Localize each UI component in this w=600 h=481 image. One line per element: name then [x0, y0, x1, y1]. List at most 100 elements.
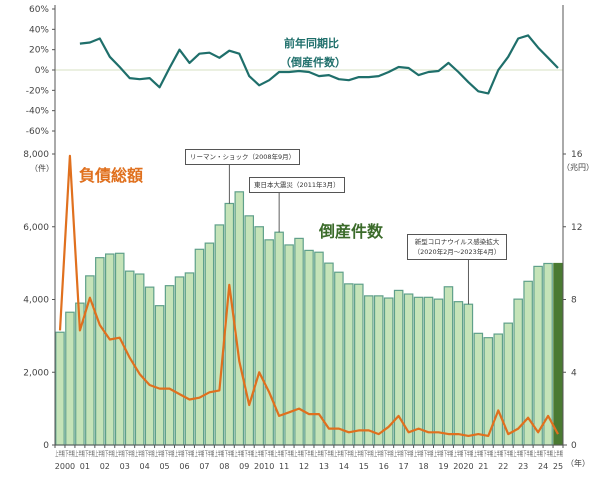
svg-text:18: 18 [418, 462, 428, 471]
x-axis-unit: （年） [566, 459, 590, 468]
bar [453, 301, 464, 446]
bar [354, 283, 364, 446]
bar [553, 262, 563, 446]
bar [324, 262, 334, 446]
count-legend-label: 倒産件数 [319, 222, 384, 241]
bar [95, 257, 105, 446]
svg-text:下半期: 下半期 [304, 449, 314, 458]
bar-series-bankruptcy-count [55, 191, 563, 446]
bar [413, 296, 424, 446]
bar [154, 305, 165, 446]
bar [254, 226, 264, 446]
svg-text:0%: 0% [35, 66, 50, 76]
svg-text:23: 23 [518, 462, 528, 471]
svg-text:上半期: 上半期 [294, 449, 304, 458]
svg-text:下半期: 下半期 [185, 449, 195, 458]
svg-text:下半期: 下半期 [284, 449, 294, 458]
svg-text:下半期: 下半期 [384, 449, 394, 458]
svg-text:6,000: 6,000 [23, 223, 49, 233]
debt-line [58, 154, 559, 437]
left-axis-unit: （件） [30, 164, 54, 173]
svg-text:4,000: 4,000 [23, 296, 49, 306]
svg-text:上半期: 上半期 [513, 449, 523, 458]
svg-text:下半期: 下半期 [484, 449, 494, 458]
bar [274, 231, 284, 446]
svg-text:09: 09 [239, 462, 249, 471]
svg-text:上半期: 上半期 [215, 449, 225, 458]
yoy-title: 前年同期比 [284, 37, 339, 50]
svg-text:下半期: 下半期 [244, 449, 254, 458]
axes: 60% 40% 20% 0% -20% -40% -60% 8,000 6,000 4,000 2,… [23, 5, 583, 471]
svg-text:2020: 2020 [453, 462, 473, 471]
svg-text:03: 03 [120, 462, 130, 471]
svg-text:上半期: 上半期 [75, 449, 85, 458]
bar [304, 249, 314, 446]
svg-text:-40%: -40% [26, 107, 50, 117]
svg-text:16: 16 [571, 150, 583, 160]
bar [134, 273, 145, 446]
bar [194, 248, 205, 446]
svg-text:下半期: 下半期 [444, 449, 454, 458]
bar [174, 276, 185, 446]
svg-text:上半期: 上半期 [195, 449, 205, 458]
svg-text:上半期: 上半期 [494, 449, 504, 458]
bar [104, 253, 115, 446]
svg-text:下半期: 下半期 [225, 449, 235, 458]
svg-text:19: 19 [438, 462, 448, 471]
svg-text:下半期: 下半期 [543, 449, 553, 458]
svg-text:下半期: 下半期 [404, 449, 414, 458]
bar [264, 239, 274, 446]
svg-text:24: 24 [538, 462, 548, 471]
svg-text:21: 21 [478, 462, 488, 471]
annotation-covid-line1: 新型コロナウイルス感染拡大 [414, 238, 500, 246]
bar [114, 252, 125, 446]
svg-text:上半期: 上半期 [115, 449, 125, 458]
svg-text:17: 17 [399, 462, 409, 471]
bar [423, 296, 434, 446]
svg-text:上半期: 上半期 [474, 449, 484, 458]
svg-text:下半期: 下半期 [205, 449, 215, 458]
svg-text:上半期: 上半期 [553, 449, 563, 458]
bar [244, 215, 255, 446]
svg-text:20%: 20% [29, 46, 49, 56]
svg-text:上半期: 上半期 [434, 449, 444, 458]
bar [344, 283, 354, 446]
svg-text:06: 06 [179, 462, 189, 471]
yoy-subtitle: （倒産件数） [280, 56, 346, 69]
bar [463, 303, 474, 446]
svg-text:下半期: 下半期 [125, 449, 135, 458]
bar [373, 295, 384, 446]
bar [65, 311, 75, 446]
annotation-great-east-japan-earthquake: 東日本大震災（2011年3月） [249, 177, 345, 193]
svg-text:上半期: 上半期 [175, 449, 185, 458]
svg-text:下半期: 下半期 [464, 449, 474, 458]
svg-text:02: 02 [100, 462, 110, 471]
svg-text:2010: 2010 [254, 462, 274, 471]
svg-text:下半期: 下半期 [165, 449, 175, 458]
svg-text:上半期: 上半期 [235, 449, 245, 458]
bar [144, 286, 155, 446]
bar [164, 285, 175, 446]
bar [493, 333, 504, 446]
svg-text:12: 12 [299, 462, 309, 471]
svg-text:8,000: 8,000 [23, 150, 49, 160]
svg-text:上半期: 上半期 [135, 449, 145, 458]
svg-text:2,000: 2,000 [23, 368, 49, 378]
svg-text:上半期: 上半期 [274, 449, 284, 458]
svg-text:15: 15 [359, 462, 369, 471]
svg-text:下半期: 下半期 [65, 449, 75, 458]
bar [55, 331, 65, 446]
svg-text:上半期: 上半期 [354, 449, 364, 458]
svg-text:2000: 2000 [55, 462, 75, 471]
svg-text:下半期: 下半期 [145, 449, 155, 458]
yoy-line [79, 34, 559, 95]
svg-text:04: 04 [140, 462, 150, 471]
bar [314, 251, 324, 446]
svg-text:下半期: 下半期 [324, 449, 334, 458]
svg-text:-60%: -60% [26, 127, 50, 137]
svg-text:上半期: 上半期 [55, 449, 65, 458]
svg-text:上半期: 上半期 [414, 449, 424, 458]
svg-text:01: 01 [80, 462, 90, 471]
svg-text:11: 11 [279, 462, 289, 471]
svg-text:-20%: -20% [26, 86, 50, 96]
